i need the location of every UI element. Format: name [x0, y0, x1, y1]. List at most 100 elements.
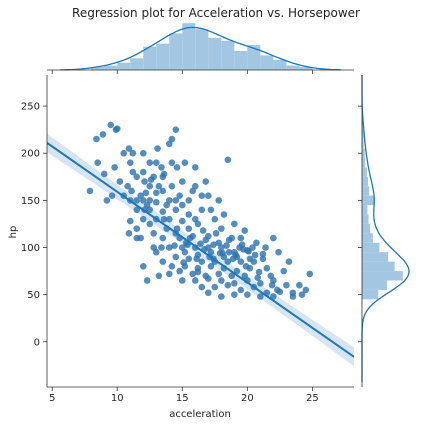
- scatter-point: [198, 206, 206, 214]
- scatter-point: [159, 258, 167, 265]
- scatter-point: [133, 173, 141, 181]
- scatter-point: [232, 251, 239, 259]
- scatter-point: [199, 227, 207, 234]
- scatter-point: [141, 178, 148, 185]
- scatter-point: [147, 176, 155, 183]
- right-marginal-histogram: [362, 120, 403, 300]
- right-hist-bar: [362, 271, 403, 281]
- right-hist-bar: [362, 157, 366, 168]
- scatter-point: [142, 189, 150, 197]
- scatter-point: [158, 244, 165, 251]
- top-marginal-ticks: [51, 70, 313, 74]
- right-marginal-ticks: [358, 105, 362, 343]
- scatter-point: [257, 280, 264, 287]
- scatter-point: [289, 293, 297, 300]
- scatter-point: [150, 230, 157, 237]
- x-axis-label: acceleration: [169, 409, 231, 420]
- scatter-point: [93, 135, 100, 143]
- top-hist-bar: [182, 23, 196, 70]
- scatter-point: [133, 225, 141, 232]
- y-tick-label: 50: [27, 290, 40, 301]
- right-hist-bar: [362, 176, 368, 187]
- scatter-point: [160, 215, 168, 223]
- scatter-point: [124, 182, 131, 190]
- scatter-point: [133, 206, 141, 214]
- scatter-point: [103, 197, 111, 204]
- scatter-point: [224, 156, 232, 164]
- scatter-point: [185, 225, 193, 232]
- scatter-point: [218, 225, 225, 232]
- x-tick-label: 10: [111, 393, 124, 404]
- scatter-point: [231, 280, 238, 287]
- scatter-point: [228, 272, 236, 280]
- scatter-point: [219, 249, 226, 257]
- scatter-point: [155, 272, 163, 280]
- scatter-point: [108, 192, 116, 199]
- scatter-point: [168, 182, 176, 190]
- scatter-point: [152, 198, 160, 206]
- right-hist-bar: [362, 280, 388, 290]
- scatter-point: [205, 192, 212, 199]
- scatter-point: [198, 283, 206, 291]
- scatter-point: [165, 244, 173, 251]
- scatter-point: [178, 277, 186, 284]
- scatter-point: [133, 234, 141, 242]
- scatter-point: [159, 234, 167, 242]
- scatter-point: [139, 149, 147, 157]
- scatter-point: [245, 247, 252, 255]
- scatter-point: [207, 263, 215, 270]
- scatter-point: [172, 197, 180, 204]
- scatter-point: [178, 178, 186, 185]
- scatter-point: [254, 274, 262, 281]
- scatter-point: [237, 286, 245, 294]
- scatter-point: [139, 215, 147, 223]
- scatter-point: [218, 277, 225, 284]
- scatter-point: [197, 240, 204, 248]
- scatter-point: [244, 291, 251, 298]
- scatter-point: [210, 241, 217, 248]
- scatter-point: [259, 255, 267, 263]
- scatter-point: [215, 197, 223, 204]
- scatter-point: [306, 270, 314, 278]
- top-hist-bar: [195, 29, 209, 70]
- scatter-point: [154, 145, 161, 152]
- scatter-point: [178, 201, 186, 209]
- scatter-point: [185, 197, 193, 204]
- scatter-point: [262, 244, 269, 251]
- scatter-point: [268, 281, 276, 289]
- scatter-point: [128, 187, 135, 195]
- scatter-point: [185, 255, 193, 263]
- right-hist-bar: [362, 223, 371, 234]
- scatter-point: [173, 164, 181, 171]
- scatter-point: [242, 263, 250, 270]
- scatter-point: [181, 159, 189, 166]
- scatter-point: [160, 170, 168, 178]
- scatter-point: [143, 277, 151, 284]
- right-hist-bar: [362, 261, 395, 272]
- y-axis-ticks: 0 50 100 150 200 250: [21, 102, 47, 348]
- scatter-point: [263, 264, 271, 272]
- scatter-point: [159, 187, 167, 195]
- scatter-point: [198, 192, 206, 199]
- scatter-point: [202, 236, 210, 244]
- scatter-points: [86, 121, 314, 300]
- scatter-point: [133, 197, 141, 204]
- top-hist-bar: [260, 55, 274, 70]
- scatter-point: [205, 275, 212, 282]
- top-hist-bar: [234, 50, 248, 70]
- right-hist-bar: [362, 289, 379, 300]
- scatter-point: [168, 159, 176, 166]
- y-tick-label: 100: [21, 243, 40, 254]
- top-hist-bar: [286, 65, 300, 70]
- top-hist-bar: [130, 58, 144, 70]
- scatter-point: [255, 268, 263, 276]
- x-tick-label: 25: [306, 393, 319, 404]
- top-hist-bar: [117, 62, 131, 70]
- scatter-point: [189, 270, 196, 278]
- scatter-point: [198, 258, 206, 265]
- scatter-point: [224, 281, 232, 289]
- top-hist-bar: [299, 67, 313, 70]
- scatter-point: [178, 217, 186, 225]
- y-tick-label: 0: [34, 337, 40, 348]
